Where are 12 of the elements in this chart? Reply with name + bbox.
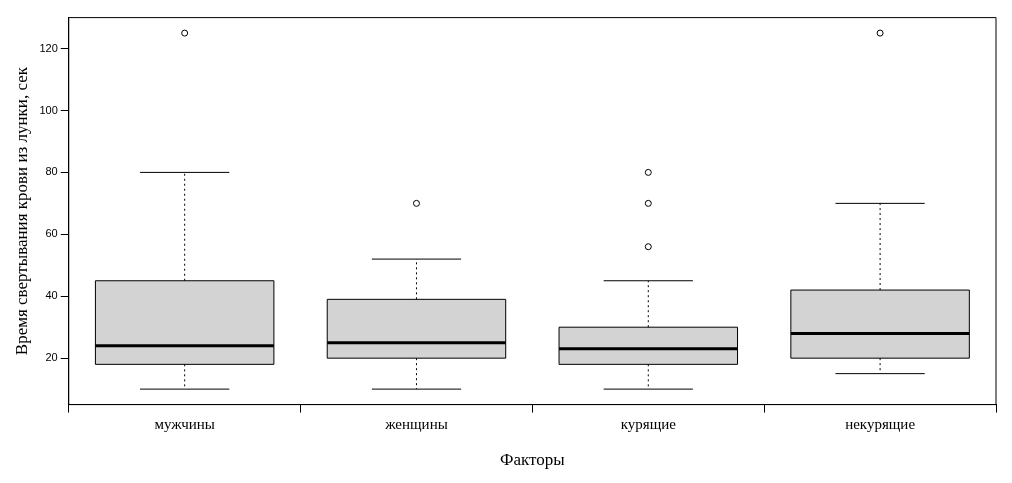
y-tick-label: 100	[39, 103, 58, 116]
x-tick-label: женщины	[384, 415, 448, 432]
y-tick-label: 120	[39, 41, 58, 54]
y-tick-label: 80	[45, 165, 58, 178]
y-tick-label: 60	[45, 227, 58, 240]
x-tick-label: курящие	[620, 415, 677, 432]
x-tick-label: некурящие	[845, 415, 916, 432]
y-tick-label: 40	[45, 289, 58, 302]
x-axis-title: Факторы	[500, 450, 566, 470]
y-axis-title: Время свертывания крови из лунки, сек	[11, 66, 31, 356]
x-tick-label: мужчины	[154, 415, 215, 432]
y-tick-label: 20	[45, 351, 58, 364]
